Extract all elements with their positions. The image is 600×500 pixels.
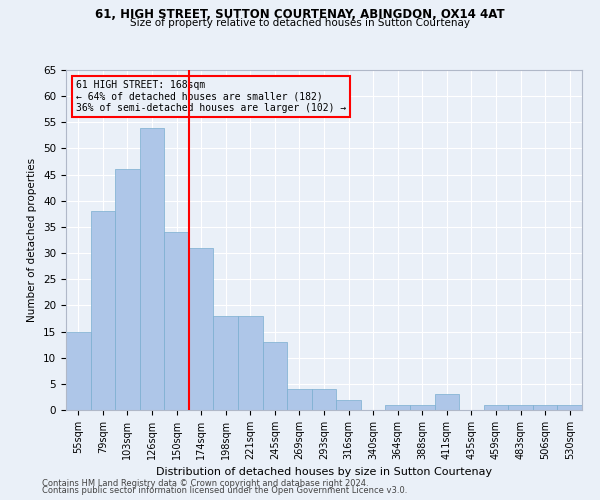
Bar (385, 405, 410, 410)
Bar (434, 394, 459, 410)
Bar (91, 211, 115, 410)
Bar (533, 405, 557, 410)
Bar (164, 232, 189, 410)
Y-axis label: Number of detached properties: Number of detached properties (28, 158, 37, 322)
Text: Size of property relative to detached houses in Sutton Courtenay: Size of property relative to detached ho… (130, 18, 470, 28)
Bar (66, 332, 91, 410)
Bar (140, 128, 164, 410)
Text: Contains HM Land Registry data © Crown copyright and database right 2024.: Contains HM Land Registry data © Crown c… (42, 478, 368, 488)
Text: 61, HIGH STREET, SUTTON COURTENAY, ABINGDON, OX14 4AT: 61, HIGH STREET, SUTTON COURTENAY, ABING… (95, 8, 505, 20)
Bar (410, 405, 434, 410)
X-axis label: Distribution of detached houses by size in Sutton Courtenay: Distribution of detached houses by size … (156, 468, 492, 477)
Bar (557, 405, 582, 410)
Text: 61 HIGH STREET: 168sqm
← 64% of detached houses are smaller (182)
36% of semi-de: 61 HIGH STREET: 168sqm ← 64% of detached… (76, 80, 347, 114)
Bar (336, 400, 361, 410)
Bar (115, 170, 140, 410)
Bar (214, 316, 238, 410)
Bar (287, 389, 312, 410)
Bar (238, 316, 263, 410)
Bar (312, 389, 336, 410)
Text: Contains public sector information licensed under the Open Government Licence v3: Contains public sector information licen… (42, 486, 407, 495)
Bar (484, 405, 508, 410)
Bar (189, 248, 214, 410)
Bar (263, 342, 287, 410)
Bar (508, 405, 533, 410)
